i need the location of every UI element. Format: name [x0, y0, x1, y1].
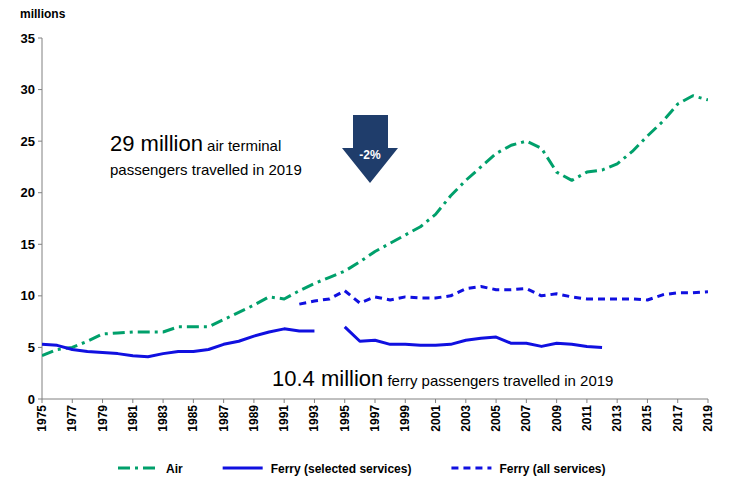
- x-tick: [253, 399, 254, 403]
- x-tick: [375, 399, 376, 403]
- x-tick: [465, 399, 466, 403]
- x-tick: [223, 399, 224, 403]
- y-tick-label: 35: [21, 31, 35, 46]
- y-tick-label: 5: [28, 340, 35, 355]
- x-tick-label: 2005: [489, 405, 503, 432]
- x-tick-label: 1993: [307, 405, 321, 432]
- x-tick: [526, 399, 527, 403]
- x-tick-label: 2017: [671, 405, 685, 432]
- x-tick: [708, 399, 709, 403]
- x-tick-label: 1983: [156, 405, 170, 432]
- annotation-lead: 10.4 million: [272, 366, 383, 391]
- arrow-label: -2%: [359, 148, 381, 162]
- x-tick-label: 2001: [429, 405, 443, 432]
- x-tick-label: 2009: [550, 405, 564, 432]
- x-tick: [42, 399, 43, 403]
- x-tick-label: 2019: [701, 405, 715, 432]
- x-tick: [556, 399, 557, 403]
- x-tick: [314, 399, 315, 403]
- y-tick-label: 10: [21, 288, 35, 303]
- x-tick-label: 1979: [96, 405, 110, 432]
- x-tick-label: 1977: [65, 405, 79, 432]
- x-tick-label: 1985: [186, 405, 200, 432]
- legend-swatch: [118, 467, 158, 470]
- y-tick: [38, 347, 42, 348]
- y-tick-label: 0: [28, 392, 35, 407]
- x-tick-label: 2013: [610, 405, 624, 432]
- annotation: 10.4 million ferry passengers travelled …: [272, 366, 613, 391]
- x-tick: [163, 399, 164, 403]
- x-tick-label: 1989: [247, 405, 261, 432]
- series-line: [345, 327, 602, 348]
- legend-swatch: [451, 467, 491, 470]
- annotation-detail: passengers travelled in 2019: [110, 161, 302, 178]
- x-tick: [617, 399, 618, 403]
- x-tick: [647, 399, 648, 403]
- x-tick: [586, 399, 587, 403]
- y-axis-label: millions: [20, 7, 66, 21]
- x-tick-label: 1997: [368, 405, 382, 432]
- x-tick-label: 1995: [338, 405, 352, 432]
- y-tick-label: 25: [21, 134, 35, 149]
- x-tick-label: 1999: [398, 405, 412, 432]
- y-tick: [38, 295, 42, 296]
- x-tick-label: 2015: [640, 405, 654, 432]
- legend-label: Air: [166, 462, 183, 476]
- x-tick-label: 2011: [580, 405, 594, 431]
- legend-label: Ferry (all services): [499, 462, 605, 476]
- x-tick: [132, 399, 133, 403]
- y-tick: [38, 38, 42, 39]
- y-tick: [38, 192, 42, 193]
- x-tick-label: 2007: [519, 405, 533, 432]
- y-tick: [38, 399, 42, 400]
- x-tick-label: 1981: [126, 405, 140, 432]
- series-line: [42, 329, 314, 357]
- x-tick: [677, 399, 678, 403]
- annotation: 29 million air terminal: [110, 131, 281, 156]
- y-tick-label: 15: [21, 237, 35, 252]
- x-tick: [284, 399, 285, 403]
- annotation-lead: 29 million: [110, 131, 203, 156]
- y-tick: [38, 89, 42, 90]
- y-tick-label: 30: [21, 82, 35, 97]
- chart: millions 0 5 10 15 20 25 30 35 1975 1977 1979 1981 19…: [0, 0, 736, 489]
- x-tick: [435, 399, 436, 403]
- x-tick-label: 2003: [459, 405, 473, 432]
- x-tick-label: 1975: [35, 405, 49, 432]
- series-line: [299, 287, 708, 305]
- arrow: [342, 115, 398, 183]
- legend-swatch: [223, 467, 263, 470]
- y-tick-label: 20: [21, 185, 35, 200]
- y-tick: [38, 141, 42, 142]
- x-tick: [193, 399, 194, 403]
- y-tick: [38, 244, 42, 245]
- annotation-detail: ferry passengers travelled in 2019: [383, 372, 613, 389]
- x-tick: [496, 399, 497, 403]
- series-line: [42, 96, 708, 356]
- x-tick: [102, 399, 103, 403]
- annotation-detail: air terminal: [203, 137, 281, 154]
- legend-label: Ferry (selected services): [271, 462, 412, 476]
- plot-area: [42, 96, 708, 357]
- x-tick-label: 1991: [277, 405, 291, 432]
- x-tick: [405, 399, 406, 403]
- x-tick-label: 1987: [217, 405, 231, 432]
- x-tick: [344, 399, 345, 403]
- x-tick: [72, 399, 73, 403]
